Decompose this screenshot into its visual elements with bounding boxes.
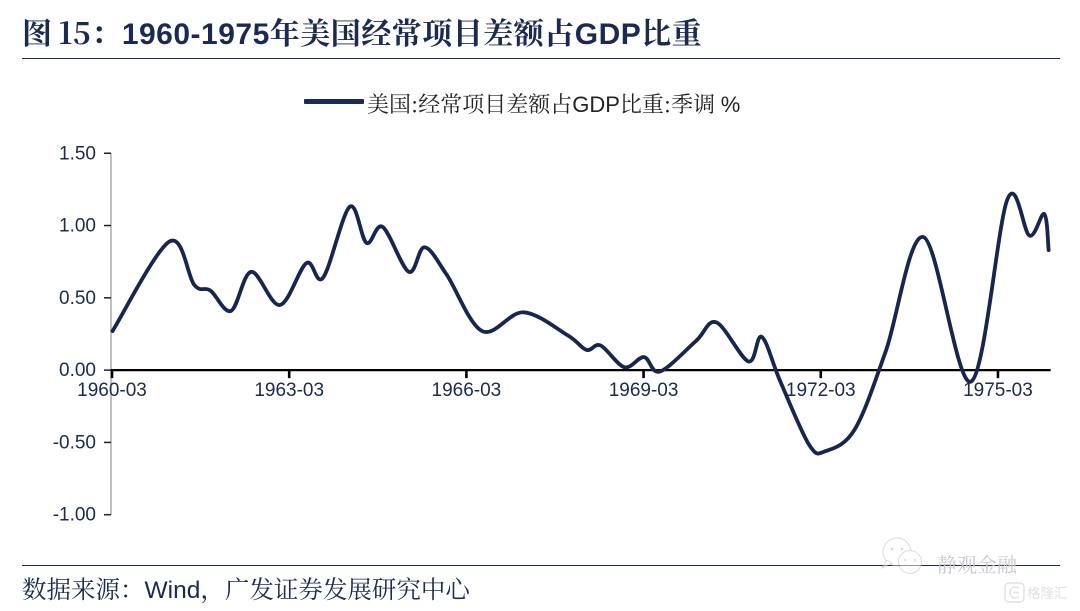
svg-text:-0.50: -0.50 <box>53 432 96 453</box>
svg-text:1966-03: 1966-03 <box>432 380 502 401</box>
svg-text:1969-03: 1969-03 <box>609 380 679 401</box>
svg-text:1975-03: 1975-03 <box>963 380 1033 401</box>
svg-text:1.00: 1.00 <box>59 216 96 237</box>
svg-text:0.50: 0.50 <box>59 288 96 309</box>
svg-text:0.00: 0.00 <box>59 360 96 381</box>
svg-text:格隆汇: 格隆汇 <box>1027 582 1068 602</box>
svg-text:1972-03: 1972-03 <box>786 380 856 401</box>
svg-text:-1.00: -1.00 <box>53 505 96 526</box>
svg-text:1963-03: 1963-03 <box>254 380 324 401</box>
svg-text:静观金融: 静观金融 <box>937 549 1018 578</box>
svg-text:1.50: 1.50 <box>59 143 96 164</box>
svg-text:1960-03: 1960-03 <box>77 380 147 401</box>
